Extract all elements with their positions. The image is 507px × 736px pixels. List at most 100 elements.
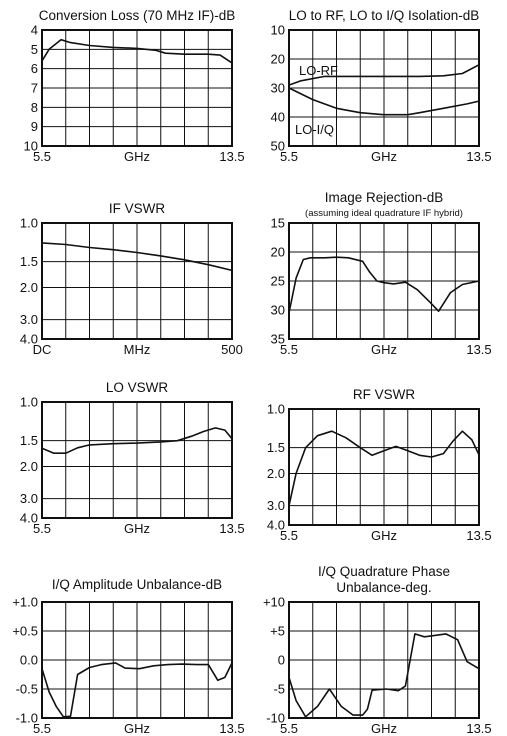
chart-subtitle: (assuming ideal quadrature IF hybrid)	[305, 208, 463, 219]
y-tick-label: 30	[271, 303, 285, 318]
y-tick-label: +0.5	[12, 624, 38, 639]
y-tick-label: 4.0	[267, 518, 285, 533]
x-tick-label: 5.5	[280, 149, 298, 164]
image-rejection-chart: Image Rejection-dB (assuming ideal quadra…	[271, 190, 492, 357]
conversion-loss-chart: Conversion Loss (70 MHz IF)-dB4 5 6 7 8 9 105.…	[24, 8, 245, 164]
x-tick-label: 13.5	[466, 721, 491, 736]
y-tick-label: +10	[263, 595, 285, 610]
y-tick-label: -1.0	[16, 711, 38, 726]
series-line-iq-amplitude-unbalance	[41, 662, 233, 718]
series-line-image-rejection	[288, 256, 480, 314]
y-tick-label: 1.5	[267, 440, 285, 455]
x-axis-label: GHz	[371, 342, 397, 357]
y-tick-label: 2.0	[267, 466, 285, 481]
chart-title: IF VSWR	[109, 201, 165, 216]
x-tick-label: 5.5	[33, 721, 51, 736]
x-axis-label: GHz	[371, 528, 397, 543]
chart-title: Image Rejection-dB	[325, 190, 444, 205]
y-tick-label: 30	[271, 81, 285, 96]
x-axis-label: GHz	[124, 149, 150, 164]
y-tick-label: 10	[24, 139, 38, 154]
x-tick-label: 500	[221, 342, 243, 357]
chart-subtitle: Unbalance-deg.	[336, 580, 431, 595]
y-tick-label: 2.0	[20, 280, 38, 295]
series-line-conversion-loss	[41, 38, 233, 64]
y-tick-label: 1.5	[20, 254, 38, 269]
lo-isolation-chart: LO to RF, LO to I/Q Isolation-dB 10 20 30 40…	[271, 8, 492, 164]
x-tick-label: 13.5	[219, 721, 244, 736]
x-tick-label: 13.5	[219, 149, 244, 164]
y-tick-label: 1.0	[267, 402, 285, 417]
series-line-lo-i-q	[288, 87, 480, 116]
y-tick-label: 4	[31, 23, 38, 38]
y-tick-label: 40	[271, 110, 285, 125]
y-tick-label: +5	[270, 624, 285, 639]
y-tick-label: 20	[271, 52, 285, 67]
y-tick-label: 3.0	[20, 491, 38, 506]
y-tick-label: 9	[31, 119, 38, 134]
x-tick-label: 13.5	[466, 149, 491, 164]
y-tick-label: 1.0	[20, 395, 38, 410]
y-tick-label: 1.0	[20, 216, 38, 231]
plot-frame	[41, 601, 233, 719]
x-axis-label: GHz	[124, 521, 150, 536]
series-line-lo-rf	[288, 64, 480, 86]
y-tick-label: 4.0	[20, 511, 38, 526]
x-axis-label: MHz	[124, 342, 151, 357]
series-line-if-vswr	[41, 242, 233, 272]
series-label-lo-rf: LO-RF	[299, 63, 338, 78]
y-tick-label: 35	[271, 332, 285, 347]
series-label-lo-iq: LO-I/Q	[295, 122, 334, 137]
x-tick-label: 13.5	[466, 528, 491, 543]
y-tick-label: 7	[31, 81, 38, 96]
chart-title: RF VSWR	[353, 387, 415, 402]
y-tick-label: 2.0	[20, 459, 38, 474]
y-tick-label: 15	[271, 216, 285, 231]
lo-vswr-chart: LO VSWR 1.0 1.5 2.0 3.0 4.05.5 13.5 GHz	[20, 380, 245, 536]
y-tick-label: -10	[266, 711, 285, 726]
x-axis-label: GHz	[371, 721, 397, 736]
chart-title: LO to RF, LO to I/Q Isolation-dB	[289, 8, 480, 23]
series-line-iq-quadrature-phase-unbalance	[288, 633, 480, 718]
y-tick-label: 10	[271, 23, 285, 38]
plot-frame	[288, 408, 480, 526]
y-tick-label: 0	[278, 653, 285, 668]
y-tick-label: 6	[31, 61, 38, 76]
plot-frame	[288, 601, 480, 719]
series-line-lo-vswr	[41, 427, 233, 454]
y-tick-label: +1.0	[12, 595, 38, 610]
x-tick-label: 13.5	[466, 342, 491, 357]
y-tick-label: 0.0	[20, 653, 38, 668]
y-tick-label: -0.5	[16, 682, 38, 697]
chart-title: I/Q Amplitude Unbalance-dB	[52, 577, 222, 592]
y-tick-label: 5	[31, 42, 38, 57]
x-tick-label: 5.5	[280, 528, 298, 543]
x-axis-label: GHz	[124, 721, 150, 736]
chart-title: Conversion Loss (70 MHz IF)-dB	[39, 8, 236, 23]
plot-frame	[41, 401, 233, 519]
x-tick-label: 5.5	[33, 149, 51, 164]
x-tick-label: DC	[33, 342, 52, 357]
x-tick-label: 5.5	[280, 342, 298, 357]
plot-frame	[41, 29, 233, 147]
chart-title: I/Q Quadrature Phase	[318, 564, 450, 579]
x-axis-label: GHz	[371, 149, 397, 164]
y-tick-label: 4.0	[20, 332, 38, 347]
y-tick-label: 8	[31, 100, 38, 115]
y-tick-label: 3.0	[267, 498, 285, 513]
chart-title: LO VSWR	[106, 380, 169, 395]
iq-amplitude-unbalance-chart: I/Q Amplitude Unbalance-dB +1.0 +0.5 0.0 -0.…	[12, 577, 244, 736]
y-tick-label: 20	[271, 245, 285, 260]
y-tick-label: 50	[271, 139, 285, 154]
x-tick-label: 5.5	[33, 521, 51, 536]
rf-vswr-chart: RF VSWR 1.0 1.5 2.0 3.0 4.05.5 13.5 GHz	[267, 387, 492, 543]
plot-frame	[41, 222, 233, 340]
y-tick-label: -5	[273, 682, 285, 697]
y-tick-label: 3.0	[20, 312, 38, 327]
x-tick-label: 5.5	[280, 721, 298, 736]
y-tick-label: 25	[271, 274, 285, 289]
if-vswr-chart: IF VSWR 1.0 1.5 2.0 3.0 4.0DC 500 MHz	[20, 201, 243, 357]
x-tick-label: 13.5	[219, 521, 244, 536]
